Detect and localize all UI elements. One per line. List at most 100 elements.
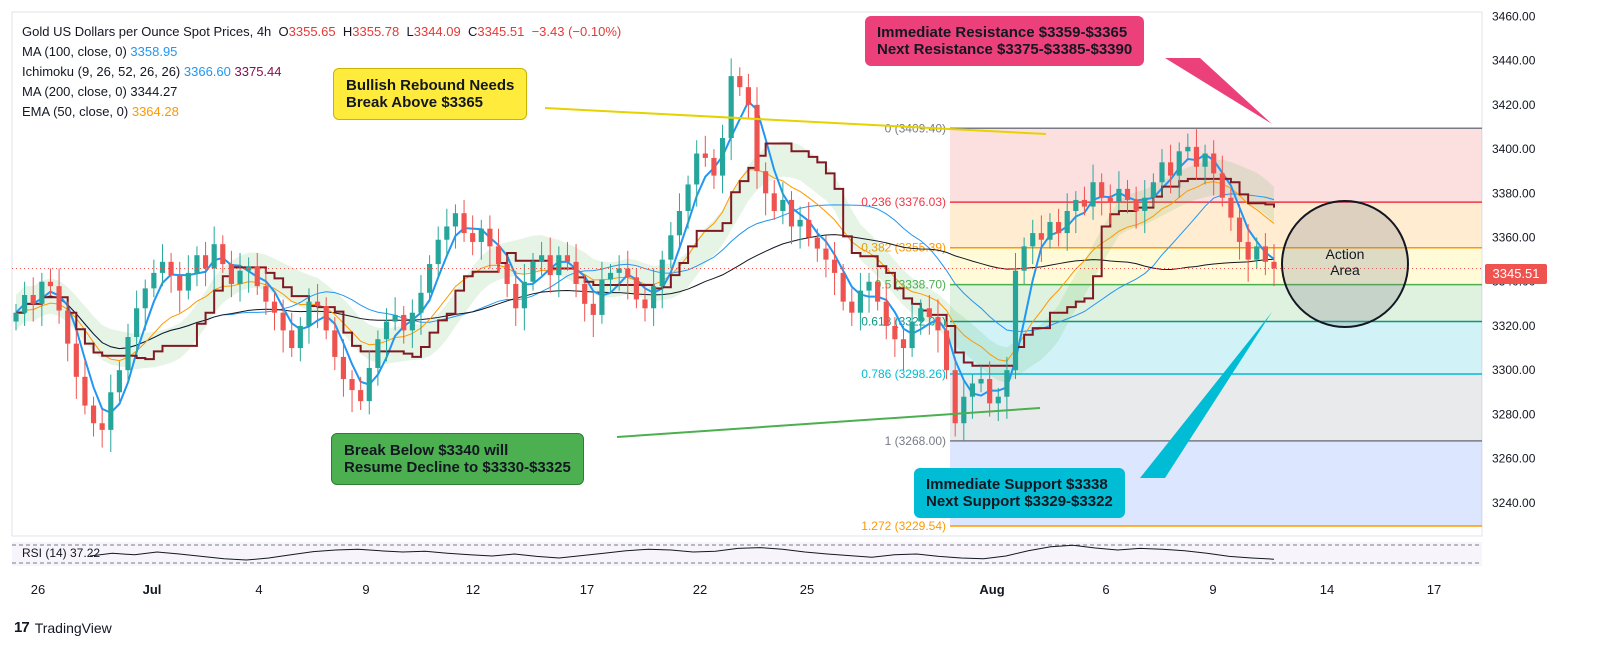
candle-body [1090,182,1096,207]
legend-ma200-row[interactable]: MA (200, close, 0) 3344.27 [22,82,621,102]
resistance-pointer [1165,58,1272,124]
candle-body [401,314,407,331]
candle-body [745,87,751,105]
candle-body [1064,210,1070,234]
candle-body [831,259,838,273]
x-tick-label: 4 [255,582,262,597]
rsi-label: RSI (14) 37.22 [22,546,101,560]
candle-body [564,255,571,262]
fib-level-label: 0 (3409.40) [885,121,946,135]
candle-body [22,295,28,313]
candle-body [952,370,958,424]
candle-body [556,255,562,276]
candle-body [987,379,993,404]
candle-body [607,272,614,280]
candle-body [1056,222,1062,234]
resistance-callout[interactable]: Immediate Resistance $3359-$3365 Next Re… [865,16,1145,66]
candle-body [1107,197,1113,203]
brand-name: TradingView [34,619,112,636]
candle-body [306,301,312,326]
candle-body [513,283,519,309]
legend-ma100-row[interactable]: MA (100, close, 0) 3358.95 [22,42,621,62]
candle-body [418,292,424,313]
candle-body [125,337,131,371]
candle-body [1185,146,1191,152]
candle-body [495,246,502,265]
ichimoku-value-2: 3375.44 [234,64,282,79]
candle-body [840,272,846,302]
legend-ichimoku-row[interactable]: Ichimoku (9, 26, 52, 26, 26) 3366.60 337… [22,62,621,82]
candle-body [590,303,596,315]
candle-body [487,228,493,247]
x-tick-label: 17 [1427,582,1441,597]
candle-body [39,281,45,304]
candle-body [530,261,536,282]
symbol-title: Gold US Dollars per Ounce Spot Prices, 4… [22,24,272,39]
candle-body [599,279,605,315]
y-tick-label: 3420.00 [1492,98,1536,112]
candle-body [392,314,398,322]
ema50-label: EMA (50, close, 0) [22,104,129,119]
candle-body [1176,151,1182,176]
candle-body [1021,246,1027,271]
candle-body [642,299,648,309]
fib-level-label: 0.786 (3298.26) [861,367,946,381]
candle-body [1193,146,1200,167]
candle-body [289,330,295,349]
low-value: 3344.09 [413,24,461,39]
candle-body [116,370,122,393]
candle-body [1236,217,1243,242]
candle-body [539,255,545,262]
chart-legend: Gold US Dollars per Ounce Spot Prices, 4… [22,22,621,122]
x-tick-label: 9 [362,582,369,597]
candle-body [1047,222,1053,240]
candle-body [461,213,467,234]
candle-body [56,286,62,311]
candle-body [1159,162,1165,183]
candle-body [1038,233,1044,240]
legend-ema50-row[interactable]: EMA (50, close, 0) 3364.28 [22,102,621,122]
candle-body [314,301,321,307]
y-tick-label: 3320.00 [1492,319,1536,333]
tradingview-logo-icon: 17 [14,619,30,636]
support-callout[interactable]: Immediate Support $3338 Next Support $33… [914,468,1125,518]
action-area-circle [1281,200,1409,328]
ichimoku-value-1: 3366.60 [183,64,231,79]
candle-body [961,396,967,424]
support-pointer [1140,312,1272,478]
close-label: C [467,24,478,39]
candle-body [668,235,674,260]
candle-body [1081,199,1088,207]
candle-body [573,261,579,284]
candle-body [1012,270,1019,371]
candle-body [263,286,269,302]
candle-body [875,281,881,302]
x-tick-label: 12 [466,582,480,597]
candle-body [788,199,795,227]
candle-body [228,264,234,284]
candle-body [168,261,174,276]
candle-body [478,228,484,242]
candle-body [780,199,786,211]
candle-body [73,343,79,377]
candle-body [719,138,726,176]
candle-body [806,219,812,238]
candle-body [625,268,631,278]
x-tick-label: 22 [693,582,707,597]
candle-body [134,308,140,338]
candle-body [452,213,459,227]
y-tick-label: 3260.00 [1492,452,1536,466]
candle-body [82,376,88,406]
x-tick-label: 17 [580,582,594,597]
y-tick-label: 3300.00 [1492,363,1536,377]
bearish-break-callout[interactable]: Break Below $3340 will Resume Decline to… [331,433,584,485]
ma100-value: 3358.95 [130,44,178,59]
bullish-rebound-callout[interactable]: Bullish Rebound Needs Break Above $3365 [333,68,528,120]
candle-body [909,321,915,349]
candle-body [1271,261,1277,269]
tradingview-brand[interactable]: 17 TradingView [14,619,112,636]
ichimoku-label: Ichimoku (9, 26, 52, 26, 26) [22,64,181,79]
candle-body [728,76,734,139]
candle-body [1073,199,1079,211]
bearish-pointer-line [616,407,1041,438]
